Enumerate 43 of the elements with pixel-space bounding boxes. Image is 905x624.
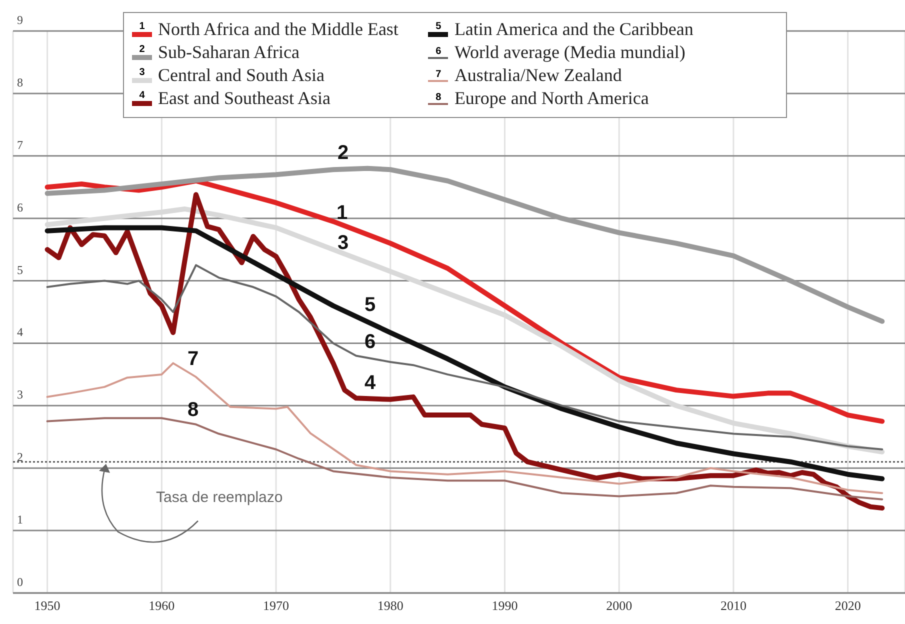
legend-label: Europe and North America [454, 88, 649, 109]
x-tick-label: 2010 [720, 598, 746, 614]
annotation: 5 [364, 294, 376, 316]
y-tick-label: 4 [17, 325, 23, 340]
legend-label: East and Southeast Asia [158, 88, 330, 109]
annotation: 8 [187, 399, 199, 421]
text: 8 [436, 92, 442, 102]
legend-label: Latin America and the Caribbean [454, 19, 694, 40]
ref-line-label: Tasa de reemplazo [156, 488, 283, 506]
annotation: 4 [364, 372, 376, 394]
x-tick-label: 1970 [263, 598, 290, 614]
annotation: 2 [337, 142, 349, 164]
x-tick-label: 1950 [34, 598, 60, 614]
text: 3 [139, 67, 145, 78]
text: 2 [139, 44, 145, 55]
y-tick-label: 2 [17, 450, 23, 464]
y-tick-label: 0 [17, 575, 23, 589]
y-tick-label: 1 [17, 512, 23, 527]
annotation: 6 [364, 331, 376, 353]
y-tick-label: 5 [17, 262, 23, 277]
x-tick-label: 1960 [148, 598, 175, 614]
y-tick-label: 3 [17, 388, 23, 402]
legend-label: Sub-Saharan Africa [158, 42, 300, 63]
y-tick-label: 7 [17, 138, 23, 152]
annotation: 3 [337, 232, 349, 254]
text: 1 [139, 21, 145, 32]
legend-label: Australia/New Zealand [454, 65, 622, 86]
y-tick-label: 6 [17, 200, 23, 214]
text: 6 [436, 46, 442, 56]
x-tick-label: 2020 [834, 598, 861, 614]
text: 7 [436, 68, 442, 80]
legend-label: North Africa and the Middle East [158, 19, 398, 40]
x-tick-label: 1980 [377, 598, 404, 614]
annotation: 1 [336, 202, 348, 224]
x-tick-label: 2000 [606, 598, 632, 614]
x-tick-label: 1990 [492, 598, 518, 614]
y-tick-label: 8 [17, 75, 23, 90]
y-tick-label: 9 [17, 13, 23, 27]
text: 4 [139, 90, 145, 101]
legend-label: Central and South Asia [158, 65, 324, 86]
text: 5 [436, 21, 442, 32]
legend-label: World average (Media mundial) [454, 42, 686, 63]
annotation: 7 [187, 348, 199, 370]
